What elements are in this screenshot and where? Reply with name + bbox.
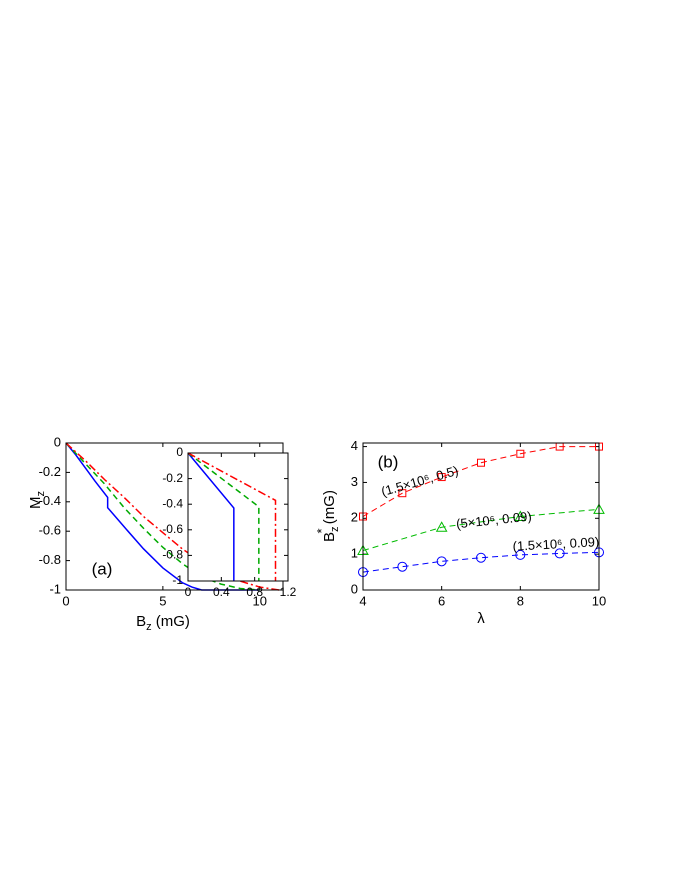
y-tick-label: 2 xyxy=(351,510,358,525)
axis-label-part: z xyxy=(35,491,47,497)
annotation: (1.5×10⁶, 0.09) xyxy=(512,534,599,554)
y-tick-label: -0.4 xyxy=(39,493,61,508)
axis-label: λ xyxy=(477,610,485,627)
axis-label-part: (mG) xyxy=(321,490,338,528)
x-tick-label: 0.8 xyxy=(246,585,263,599)
x-tick-label: 0.4 xyxy=(213,585,230,599)
marker xyxy=(397,561,408,572)
marker xyxy=(516,449,525,458)
axis-label-part: B xyxy=(321,532,338,542)
axis-label-part: z xyxy=(329,526,341,532)
marker xyxy=(477,458,485,467)
axis-label-part: z xyxy=(146,621,152,633)
y-tick-label: -0.4 xyxy=(162,496,183,510)
marker xyxy=(435,521,448,532)
marker xyxy=(476,552,486,563)
y-tick-label: 0 xyxy=(54,434,61,449)
data-line xyxy=(187,452,277,581)
y-tick-label: -0.2 xyxy=(39,464,61,479)
axis-label-part: (mG) xyxy=(152,613,190,630)
axes-frame xyxy=(187,452,289,582)
data-line xyxy=(65,442,260,591)
axis-label-part: B xyxy=(136,613,146,630)
marker xyxy=(437,473,446,482)
y-tick-label: -0.6 xyxy=(39,523,61,538)
y-tick-label: -0.8 xyxy=(162,548,183,562)
inset-background xyxy=(188,453,288,581)
x-tick-label: 8 xyxy=(517,593,524,608)
axis-label: Mz xyxy=(27,491,47,509)
axis-label-part: M xyxy=(27,497,44,510)
y-tick-label: -0.8 xyxy=(39,552,61,567)
marker xyxy=(514,510,527,521)
y-tick-label: 0 xyxy=(176,445,183,459)
axis-label: Bz (mG) xyxy=(136,613,190,633)
x-tick-label: 4 xyxy=(359,593,366,608)
y-tick-label: -0.2 xyxy=(162,471,183,485)
y-tick-label: 0 xyxy=(351,581,358,596)
data-line xyxy=(65,442,260,591)
x-tick-label: 5 xyxy=(159,593,166,608)
axis-label-part: λ xyxy=(477,610,485,627)
x-tick-label: 1.2 xyxy=(280,585,297,599)
x-tick-label: 0 xyxy=(62,593,69,608)
x-tick-label: 6 xyxy=(438,593,445,608)
x-tick-label: 10 xyxy=(253,593,267,608)
axis-label-part: * xyxy=(314,528,329,533)
y-tick-label: 3 xyxy=(351,474,358,489)
y-tick-label: -0.6 xyxy=(162,522,183,536)
y-tick-label: -1 xyxy=(172,573,183,587)
data-line xyxy=(65,442,280,591)
data-line xyxy=(362,446,599,517)
marker xyxy=(515,549,526,560)
panel-label: (a) xyxy=(92,559,113,578)
y-tick-label: -1 xyxy=(49,581,61,596)
x-tick-label: 0 xyxy=(185,585,192,599)
panel-label: (b) xyxy=(378,452,399,471)
annotation: (5×10⁶, 0.09) xyxy=(455,509,532,532)
marker xyxy=(554,548,565,559)
marker xyxy=(436,556,447,567)
data-line xyxy=(362,508,600,552)
data-line xyxy=(187,452,235,581)
y-tick-label: 4 xyxy=(351,438,358,453)
axes-frame xyxy=(362,442,600,591)
x-tick-label: 10 xyxy=(592,593,606,608)
y-tick-label: 1 xyxy=(351,546,358,561)
axis-label: Bz* (mG) xyxy=(314,490,340,542)
marker xyxy=(398,489,407,498)
